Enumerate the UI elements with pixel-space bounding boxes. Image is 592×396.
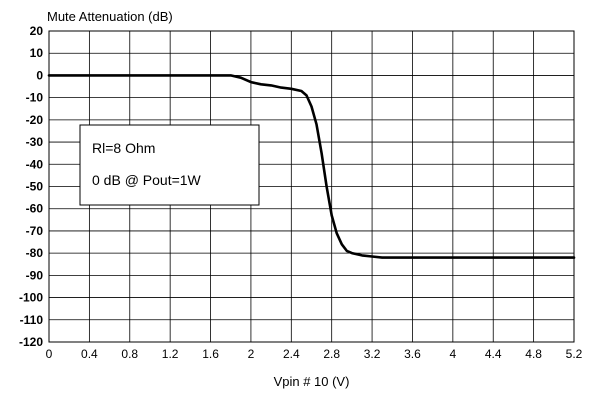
- y-axis-ticks: 20 10 0 -10 -20 -30 -40 -50 -60 -70 -80 -90 -100 -110…: [19, 24, 43, 349]
- x-tick-label: 4.8: [525, 347, 542, 361]
- x-tick-label: 3.6: [404, 347, 421, 361]
- x-axis-ticks: 0 0.4 0.8 1.2 1.6 2 2.4 2.8 3.2 3.6 4 4.4 4.8 5.2: [46, 347, 583, 361]
- y-tick-label: 10: [30, 46, 44, 60]
- data-point: [48, 74, 50, 77]
- data-point: [128, 74, 131, 77]
- plot-frame: [48, 30, 575, 343]
- series-layer: [47, 74, 576, 259]
- x-tick-label: 3.2: [364, 347, 381, 361]
- y-tick-label: -90: [26, 268, 44, 282]
- y-tick-label: -100: [19, 291, 43, 305]
- data-point: [250, 81, 252, 83]
- data-point: [325, 185, 328, 188]
- x-tick-label: 2: [248, 347, 255, 361]
- y-tick-label: 20: [30, 24, 44, 38]
- data-point: [305, 94, 308, 97]
- y-tick-label: -10: [26, 91, 44, 105]
- x-tick-label: 0: [46, 347, 53, 361]
- y-tick-label: -120: [19, 335, 43, 349]
- x-tick-label: 4.4: [485, 347, 502, 361]
- data-point: [320, 152, 323, 155]
- annotation-load: Rl=8 Ohm: [92, 140, 155, 156]
- data-point: [492, 256, 495, 259]
- data-point: [280, 86, 283, 89]
- data-point: [350, 252, 353, 255]
- data-point: [411, 256, 414, 259]
- x-tick-label: 1.6: [202, 347, 219, 361]
- data-point: [381, 256, 384, 259]
- data-point: [239, 76, 242, 79]
- data-point: [229, 74, 232, 77]
- data-point: [300, 90, 303, 92]
- data-point: [451, 256, 454, 259]
- x-tick-label: 1.2: [162, 347, 179, 361]
- y-tick-label: -60: [26, 202, 44, 216]
- data-point: [209, 74, 212, 77]
- data-point: [335, 232, 338, 235]
- chart-title: Mute Attenuation (dB): [47, 9, 173, 24]
- x-tick-label: 4: [450, 347, 457, 361]
- y-tick-label: -110: [20, 313, 44, 327]
- y-tick-label: -70: [26, 224, 44, 238]
- y-tick-label: -80: [26, 246, 44, 260]
- x-tick-label: 2.4: [283, 347, 300, 361]
- data-point: [340, 243, 343, 246]
- annotation-frame: [79, 124, 260, 206]
- annotation-reference: 0 dB @ Pout=1W: [92, 172, 202, 188]
- data-point: [330, 214, 333, 217]
- y-tick-label: -50: [26, 180, 44, 194]
- x-tick-label: 0.8: [121, 347, 138, 361]
- x-tick-label: 5.2: [566, 347, 583, 361]
- y-tick-label: -30: [26, 135, 44, 149]
- x-tick-label: 2.8: [323, 347, 340, 361]
- data-point: [88, 74, 91, 77]
- y-tick-label: -40: [26, 157, 44, 171]
- data-point: [315, 123, 318, 126]
- data-point: [573, 256, 575, 259]
- data-point: [290, 87, 293, 90]
- data-point: [371, 255, 373, 258]
- x-axis-label: Vpin # 10 (V): [274, 374, 350, 389]
- data-point: [270, 84, 273, 87]
- x-tick-label: 0.4: [81, 347, 98, 361]
- data-point: [361, 254, 363, 257]
- data-point: [532, 256, 535, 259]
- data-point: [391, 256, 394, 259]
- data-point: [260, 83, 262, 86]
- series-line: [47, 74, 576, 259]
- y-tick-label: -20: [26, 113, 44, 127]
- data-point: [345, 250, 348, 252]
- annotation-box: Rl=8 Ohm 0 dB @ Pout=1W: [79, 124, 260, 206]
- y-tick-label: 0: [36, 68, 43, 82]
- data-point: [169, 74, 172, 77]
- data-point: [310, 105, 313, 108]
